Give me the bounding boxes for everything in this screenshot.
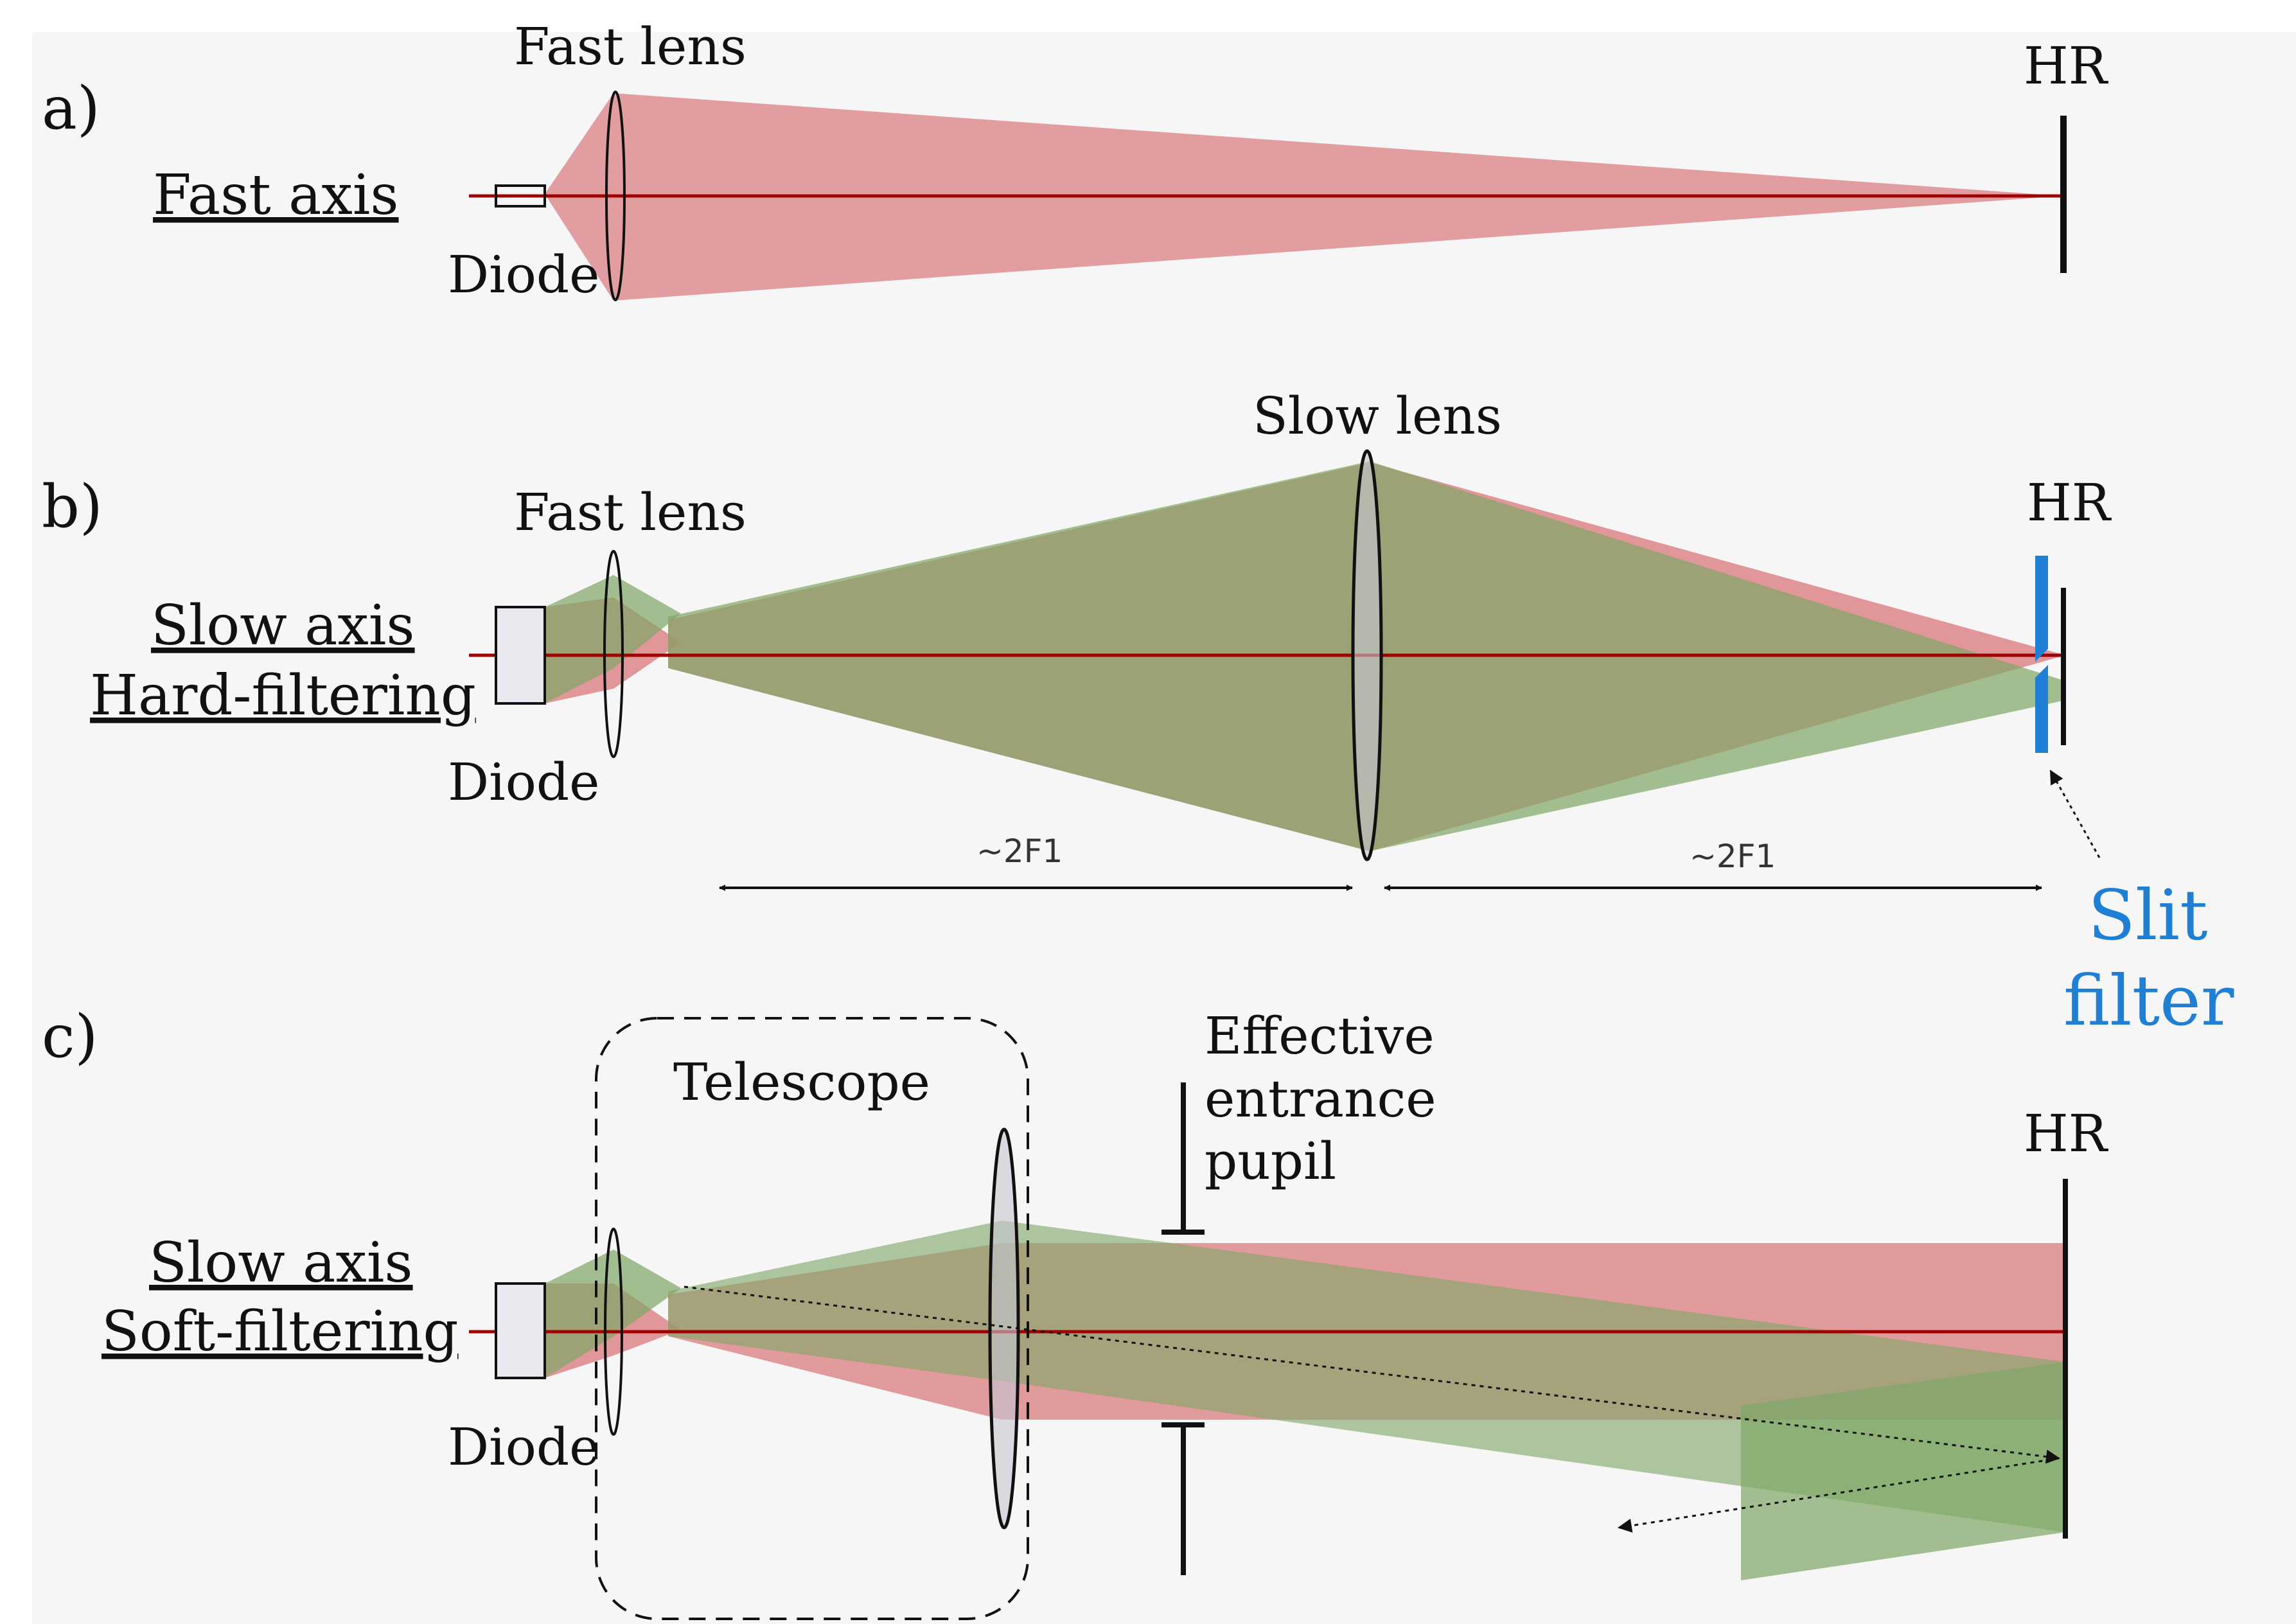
slow-axis-label-c: Slow axis [149,1231,413,1295]
fast-axis-label: Fast axis [153,163,399,227]
pupil-label-line1: Effective [1205,1006,1435,1066]
slow-axis-label-b: Slow axis [151,594,415,658]
fast-lens-a [605,91,626,301]
slow-lens-label: Slow lens [1253,386,1502,446]
diode-label-c: Diode [448,1417,599,1477]
telescope-lens-1 [604,1228,623,1436]
green-near-field-c [545,1249,681,1378]
telescope-label: Telescope [673,1052,930,1112]
hard-filtering-label: Hard-filtering [90,664,476,728]
hr-label-b: HR [2027,473,2112,533]
panel-a: a) Fast lens Fast axis Diode HR [42,17,2109,304]
panel-a-tag: a) [42,74,100,143]
slit-label-line2: filter [2063,961,2234,1041]
diode-a [495,184,546,207]
diode-c [495,1282,546,1379]
telescope-box [595,1017,1029,1620]
fast-lens-label-a: Fast lens [514,17,746,76]
diode-label-b: Diode [448,752,599,812]
green-reflected-beam [1741,1362,2065,1580]
diode-b [495,606,546,705]
panel-c: c) Telescope Effective entrance pupil [42,1002,2109,1620]
slit-label-line1: Slit [2088,876,2207,956]
diode-label-a: Diode [448,245,599,304]
distance-label-right: ~2F1 [1690,838,1776,875]
panel-b-tag: b) [42,472,103,541]
reflected-ray-dotted [1618,1457,2060,1533]
slit-pointer-arrow [2049,770,2101,858]
distance-label-left: ~2F1 [976,833,1063,870]
green-near-field-b [545,575,681,703]
hr-label-a: HR [2024,36,2109,96]
slow-lens-b [1351,449,1383,861]
slit-filter-upper [2035,556,2048,662]
slit-filter-lower [2035,665,2048,753]
pupil-label-line3: pupil [1205,1131,1336,1191]
fast-lens-label-b: Fast lens [514,482,746,542]
soft-filtering-label: Soft-filtering [102,1300,459,1364]
incident-ray-dotted [684,1285,2060,1464]
telescope-lens-2 [988,1127,1020,1530]
fast-lens-b [603,550,624,758]
panel-b: b) Fast lens Slow lens Slow axis Hard-fi… [42,386,2234,1041]
pupil-label-line2: entrance [1205,1069,1436,1129]
panel-c-tag: c) [42,1002,98,1071]
hr-label-c: HR [2024,1104,2109,1163]
